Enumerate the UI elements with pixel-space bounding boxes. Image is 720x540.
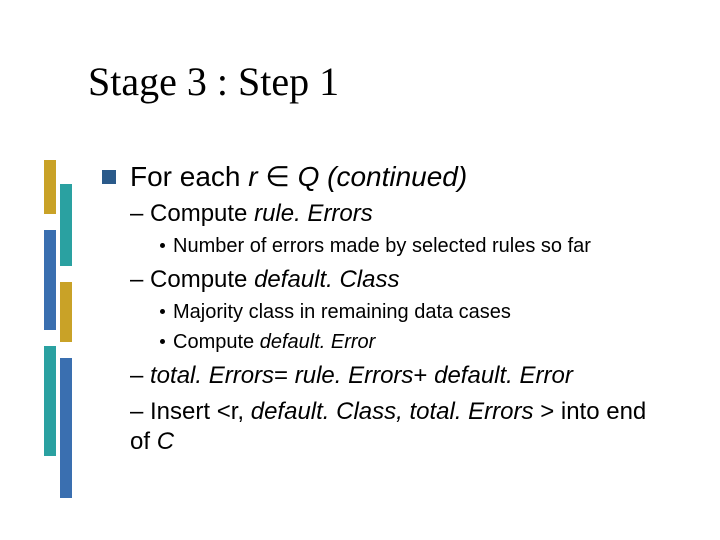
l2d-p2: default. Class, total. Errors	[251, 398, 540, 425]
level1-text: For each r ∈ Q (continued)	[130, 160, 467, 193]
decor-bar-2	[60, 184, 72, 266]
level3-item-1: Number of errors made by selected rules …	[160, 233, 672, 259]
slide-title: Stage 3 : Step 1	[88, 58, 339, 105]
l2a-p2: rule. Errors	[254, 200, 373, 227]
l2d-dash: –	[130, 398, 150, 425]
l2d-p4: C	[157, 428, 174, 455]
decor-bar-3	[44, 230, 56, 330]
level2-item-3: – total. Errors= rule. Errors+ default. …	[130, 361, 672, 391]
l1-part1: For each	[130, 161, 248, 192]
dot-bullet-icon	[160, 243, 165, 248]
decor-bar-1	[44, 160, 56, 214]
level3-item-3: Compute default. Error	[160, 329, 672, 355]
level2-item-4: – Insert <r, default. Class, total. Erro…	[130, 397, 672, 457]
dot-bullet-icon	[160, 339, 165, 344]
square-bullet-icon	[102, 170, 116, 184]
l2b-dash: –	[130, 266, 150, 293]
l2b-p1: Compute	[150, 266, 254, 293]
bullet-level1: For each r ∈ Q (continued)	[102, 160, 672, 193]
l2c-dash: –	[130, 362, 150, 389]
level3-item-2: Majority class in remaining data cases	[160, 299, 672, 325]
l2c-p1: total. Errors	[150, 362, 274, 389]
l2a-dash: –	[130, 200, 150, 227]
l1-part4: Q (continued)	[298, 161, 468, 192]
decor-bar-6	[60, 358, 72, 498]
l3c-p2: default. Error	[260, 331, 376, 353]
level2-item-1: – Compute rule. Errors	[130, 199, 672, 229]
l2c-p4: +	[413, 362, 434, 389]
slide-body: For each r ∈ Q (continued) – Compute rul…	[102, 160, 672, 457]
l2a-p1: Compute	[150, 200, 254, 227]
l2d-p1: Insert <r,	[150, 398, 251, 425]
l1-part2: r	[248, 161, 265, 192]
decor-bar-4	[60, 282, 72, 342]
l2c-p3: rule. Errors	[295, 362, 414, 389]
level2-item-2: – Compute default. Class	[130, 265, 672, 295]
l2c-p5: default. Error	[434, 362, 573, 389]
dot-bullet-icon	[160, 309, 165, 314]
decor-bar-5	[44, 346, 56, 456]
l2b-p2: default. Class	[254, 266, 399, 293]
l2c-p2: =	[274, 362, 295, 389]
l3a-text: Number of errors made by selected rules …	[173, 235, 591, 257]
slide: Stage 3 : Step 1 For each r ∈ Q (continu…	[0, 0, 720, 540]
l3b-text: Majority class in remaining data cases	[173, 301, 511, 323]
l3c-p1: Compute	[173, 331, 260, 353]
l1-part3: ∈	[265, 161, 297, 192]
